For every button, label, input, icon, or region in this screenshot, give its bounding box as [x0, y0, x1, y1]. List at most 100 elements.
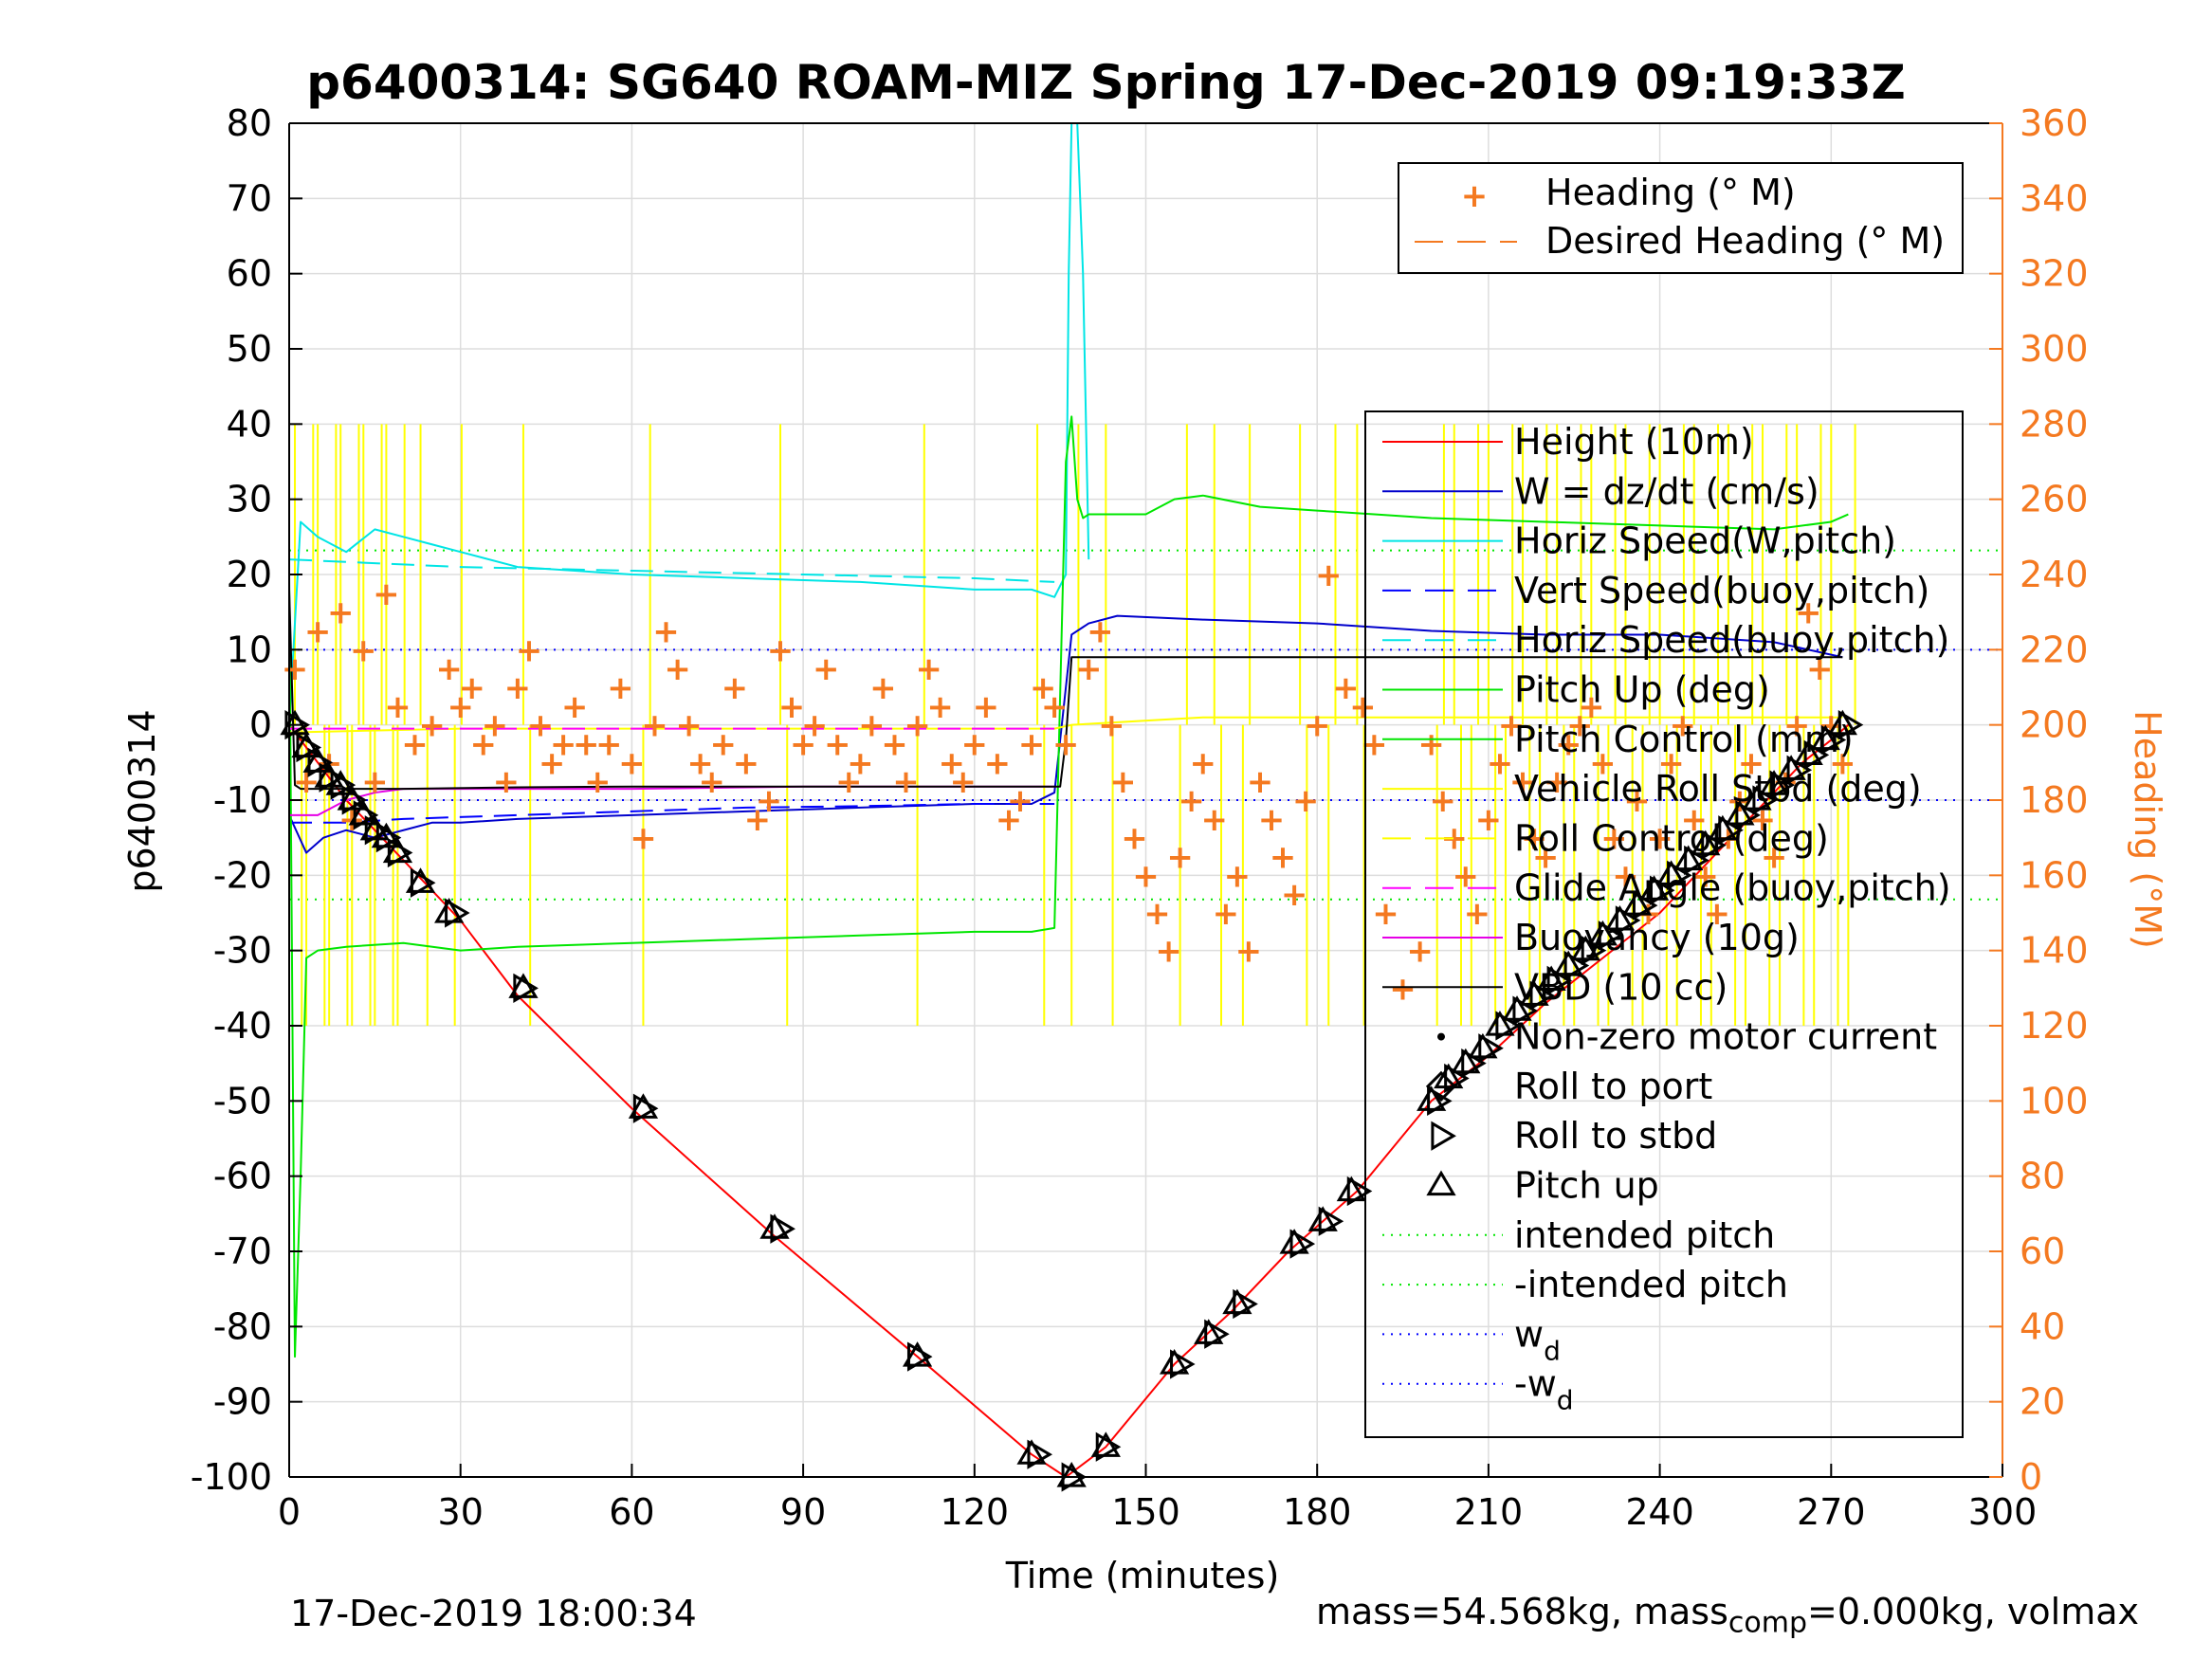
- legend-label: Vert Speed(buoy,pitch): [1514, 570, 1929, 611]
- roll-to-stbd-marker: [1427, 1085, 1453, 1116]
- pitch-up-marker: [314, 762, 344, 788]
- heading-point: +: [881, 726, 908, 764]
- heading-point: +: [1806, 650, 1834, 688]
- y2-tick-label: 320: [2020, 253, 2089, 295]
- pitch-up-marker: [291, 732, 321, 758]
- heading-point: +: [1475, 801, 1503, 839]
- legend-label: Buoyancy (10g): [1514, 917, 1800, 958]
- heading-point: +: [1304, 707, 1331, 745]
- legend-label: W = dz/dt (cm/s): [1514, 470, 1819, 512]
- y2-tick-label: 240: [2020, 554, 2089, 595]
- series-height-10m-: [288, 723, 1850, 1478]
- heading-point: +: [835, 763, 863, 801]
- legend-label: Glide Angle (buoy,pitch): [1514, 867, 1951, 909]
- pitch-up-marker: [1434, 1063, 1464, 1089]
- heading-point: +: [1087, 613, 1114, 651]
- footer-mass-sub: comp: [1728, 1606, 1808, 1640]
- legend-label: Horiz Speed(buoy,pitch): [1514, 619, 1949, 661]
- pitch-up-marker: [325, 770, 356, 795]
- heading-point: +: [915, 650, 942, 688]
- heading-point: +: [1247, 763, 1274, 801]
- legend-label: Roll Control (deg): [1514, 817, 1829, 859]
- legend-symbol-triangle-up: [1426, 1170, 1456, 1196]
- y2-tick-label: 20: [2020, 1381, 2065, 1423]
- heading-point: +: [361, 763, 389, 801]
- heading-point: +: [493, 763, 521, 801]
- y-tick-label: 70: [227, 177, 272, 219]
- heading-point: +: [892, 763, 920, 801]
- heading-point: +: [1189, 744, 1216, 782]
- heading-point: +: [961, 726, 989, 764]
- heading-point: +: [1349, 688, 1377, 726]
- heading-point: +: [1589, 744, 1617, 782]
- heading-point: +: [973, 688, 1000, 726]
- legend-label: wd: [1514, 1313, 1561, 1366]
- legend-label: Pitch up: [1514, 1165, 1659, 1207]
- y2-tick-label: 340: [2020, 177, 2089, 219]
- y2-tick-label: 300: [2020, 328, 2089, 370]
- roll-to-stbd-marker: [1289, 1229, 1316, 1259]
- heading-point: +: [767, 631, 795, 669]
- y-tick-label: -90: [213, 1381, 272, 1423]
- heading-legend-box: [1398, 162, 1964, 274]
- heading-point: +: [1795, 594, 1822, 632]
- heading-point: +: [1521, 820, 1548, 858]
- pitch-up-marker: [1570, 935, 1600, 961]
- y-tick-label: 60: [227, 253, 272, 295]
- heading-point: +: [1052, 726, 1080, 764]
- pitch-up-marker: [302, 747, 333, 773]
- pitch-up-marker: [759, 1213, 790, 1239]
- heading-point: +: [595, 726, 623, 764]
- y2-tick-label: 140: [2020, 930, 2089, 972]
- pitch-up-marker: [1468, 1032, 1498, 1059]
- axes: 0 30 60 90 120 150 180 210 240 270 300-100-90-80-7…: [191, 102, 2089, 1533]
- y2-tick-label: 120: [2020, 1005, 2089, 1047]
- pitch-up-marker: [1451, 1048, 1481, 1074]
- heading-legend: + Heading (° M) Desired Heading (° M): [1398, 162, 1964, 274]
- heading-point: +: [686, 744, 714, 782]
- heading-point: +: [458, 669, 485, 707]
- y2-tick-label: 0: [2020, 1456, 2042, 1498]
- heading-point: +: [858, 707, 886, 745]
- heading-point: +: [1646, 820, 1673, 858]
- pitch-up-marker: [337, 785, 367, 811]
- pitch-up-marker: [348, 799, 378, 826]
- legend-label-subscript: d: [1557, 1385, 1574, 1416]
- heading-point: +: [282, 650, 309, 688]
- series-horiz-speed-w-pitch-: [288, 122, 1090, 725]
- legend-label: intended pitch: [1514, 1214, 1775, 1256]
- pitch-up-marker: [1621, 890, 1653, 916]
- heading-point: +: [790, 726, 817, 764]
- legend-label-subscript: d: [1544, 1335, 1561, 1366]
- pitch-up-marker: [1502, 995, 1532, 1021]
- heading-point: +: [384, 688, 411, 726]
- heading-point: +: [1224, 857, 1252, 895]
- heading-point: +: [304, 613, 332, 651]
- pitch-up-marker: [1485, 1011, 1515, 1036]
- pitch-up-marker: [434, 898, 465, 923]
- legend-label: Roll to stbd: [1514, 1115, 1717, 1157]
- y-tick-label: 0: [249, 704, 272, 746]
- heading-point: +: [1657, 744, 1685, 782]
- heading-legend-symbol: +: [1461, 177, 1489, 215]
- heading-point: +: [1555, 726, 1582, 764]
- roll-to-stbd-marker: [1478, 1033, 1504, 1064]
- heading-point: +: [1132, 857, 1160, 895]
- y2-tick-label: 180: [2020, 779, 2089, 821]
- heading-point: +: [1030, 669, 1057, 707]
- pitch-up-marker: [1742, 785, 1772, 811]
- main-legend-box: [1364, 410, 1964, 1438]
- legend-label: Roll to port: [1514, 1066, 1712, 1107]
- heading-point: +: [801, 707, 829, 745]
- pitch-up-marker: [1810, 724, 1840, 751]
- heading-point: +: [447, 688, 474, 726]
- y-tick-label: 30: [227, 479, 272, 520]
- heading-point: +: [504, 669, 532, 707]
- pitch-up-marker: [1793, 739, 1823, 765]
- heading-point: +: [1098, 707, 1125, 745]
- heading-point: +: [733, 744, 760, 782]
- heading-point: +: [1178, 782, 1205, 820]
- heading-point: +: [950, 763, 978, 801]
- pitch-up-marker: [1194, 1319, 1224, 1344]
- x-tick-label: 300: [1968, 1491, 2038, 1533]
